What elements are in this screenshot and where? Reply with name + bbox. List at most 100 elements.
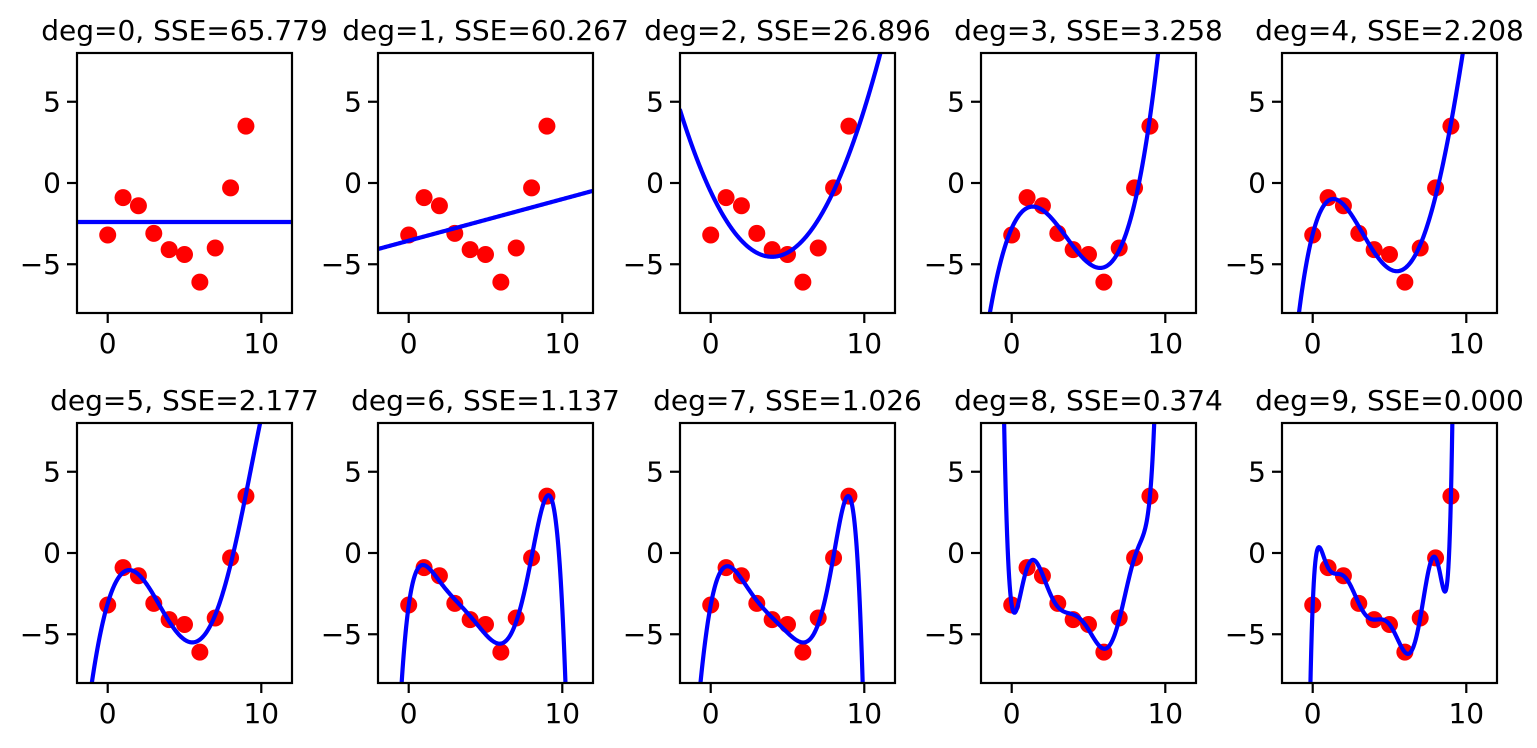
data-point <box>507 239 525 257</box>
data-point <box>415 559 433 577</box>
y-tick-label: −5 <box>623 248 664 281</box>
data-point <box>129 197 147 215</box>
subplot-title: deg=1, SSE=60.267 <box>342 14 629 47</box>
x-tick-label: 10 <box>846 327 882 360</box>
data-point <box>430 567 448 585</box>
axes-frame <box>376 51 595 315</box>
subplot-title: deg=0, SSE=65.779 <box>41 14 328 47</box>
data-point <box>99 226 117 244</box>
fit-curve <box>1308 423 1455 683</box>
data-point <box>538 117 556 135</box>
fit-curve <box>680 53 883 259</box>
data-point <box>794 643 812 661</box>
data-point <box>492 273 510 291</box>
plot-area <box>1304 423 1460 683</box>
data-point <box>176 616 193 633</box>
subplot-deg-5: deg=5, SSE=2.177 0 10 5 0 −5 <box>20 386 319 731</box>
axes-canvas: 0 10 5 0 −5 <box>1225 421 1499 730</box>
subplot-deg-0: deg=0, SSE=65.779 0 10 5 0 −5 <box>20 16 328 361</box>
y-tick-label: 5 <box>947 455 965 488</box>
y-tick-label: 0 <box>646 537 664 570</box>
y-tick-label: 5 <box>43 85 61 118</box>
data-point <box>1381 246 1398 263</box>
data-point <box>1396 273 1414 291</box>
y-tick-label: 5 <box>344 455 362 488</box>
axes-frame <box>1280 421 1499 685</box>
x-tick-label: 10 <box>544 327 580 360</box>
y-tick-label: 0 <box>947 167 965 200</box>
fit-curve <box>378 188 593 252</box>
plot-area <box>1002 423 1159 661</box>
axes-frame <box>979 421 1198 685</box>
axes-canvas: 0 10 5 0 −5 <box>321 51 595 360</box>
plot-area <box>399 487 568 683</box>
data-point <box>702 226 720 244</box>
data-point <box>1018 189 1036 207</box>
axes-frame <box>979 51 1198 315</box>
subplot-title: deg=2, SSE=26.896 <box>644 14 931 47</box>
axes-canvas: 0 10 5 0 −5 <box>623 51 897 360</box>
data-point <box>114 189 132 207</box>
y-tick-label: −5 <box>20 248 61 281</box>
axes-frame <box>678 51 897 315</box>
subplot-deg-6: deg=6, SSE=1.137 0 10 5 0 −5 <box>321 386 620 731</box>
data-point <box>1319 189 1337 207</box>
axes-canvas: 0 10 5 0 −5 <box>321 421 595 730</box>
subplot-title: deg=4, SSE=2.208 <box>1255 14 1524 47</box>
fit-curve <box>1002 423 1157 651</box>
data-point <box>461 241 479 259</box>
subplot-deg-7: deg=7, SSE=1.026 0 10 5 0 −5 <box>623 386 922 731</box>
subplot-deg-8: deg=8, SSE=0.374 0 10 5 0 −5 <box>924 386 1223 731</box>
y-tick-label: 0 <box>947 537 965 570</box>
y-tick-label: −5 <box>321 618 362 651</box>
data-point <box>794 273 812 291</box>
data-point <box>145 224 163 242</box>
subplot-deg-1: deg=1, SSE=60.267 0 10 5 0 −5 <box>321 16 629 361</box>
y-tick-label: 5 <box>947 85 965 118</box>
y-tick-label: −5 <box>924 618 965 651</box>
data-point <box>717 189 735 207</box>
data-point <box>176 246 193 263</box>
subplot-title: deg=5, SSE=2.177 <box>50 384 319 417</box>
data-point <box>1095 273 1113 291</box>
x-tick-label: 10 <box>1147 327 1183 360</box>
plot-area <box>89 423 263 683</box>
x-tick-label: 10 <box>544 697 580 730</box>
data-point <box>191 273 209 291</box>
axes-canvas: 0 10 5 0 −5 <box>623 421 897 730</box>
data-point <box>191 643 209 661</box>
data-point <box>160 241 178 259</box>
x-tick-label: 0 <box>1304 327 1322 360</box>
y-tick-label: 0 <box>344 537 362 570</box>
x-tick-label: 10 <box>846 697 882 730</box>
y-tick-label: −5 <box>623 618 664 651</box>
subplot-title: deg=7, SSE=1.026 <box>653 384 922 417</box>
y-tick-label: 5 <box>646 85 664 118</box>
y-tick-label: 5 <box>1248 85 1266 118</box>
axes-canvas: 0 10 5 0 −5 <box>924 51 1198 360</box>
data-point <box>523 179 541 197</box>
y-tick-label: 0 <box>646 167 664 200</box>
subplot-deg-2: deg=2, SSE=26.896 0 10 5 0 −5 <box>623 16 931 361</box>
plot-area <box>680 53 883 291</box>
x-tick-label: 0 <box>400 327 418 360</box>
x-tick-label: 10 <box>1448 697 1484 730</box>
x-tick-label: 0 <box>400 697 418 730</box>
axes-frame <box>75 421 294 685</box>
y-tick-label: 5 <box>1248 455 1266 488</box>
data-point <box>840 117 858 135</box>
data-point <box>415 189 433 207</box>
x-tick-label: 10 <box>1448 327 1484 360</box>
subplot-deg-3: deg=3, SSE=3.258 0 10 5 0 −5 <box>924 16 1223 361</box>
axes-frame <box>1280 51 1499 315</box>
fit-curve <box>399 493 568 683</box>
x-tick-label: 0 <box>99 697 117 730</box>
x-tick-label: 0 <box>702 327 720 360</box>
y-tick-label: −5 <box>20 618 61 651</box>
y-tick-label: −5 <box>1225 248 1266 281</box>
subplot-title: deg=6, SSE=1.137 <box>351 384 620 417</box>
plot-area <box>1296 53 1465 313</box>
x-tick-label: 10 <box>243 697 279 730</box>
x-tick-label: 10 <box>243 327 279 360</box>
